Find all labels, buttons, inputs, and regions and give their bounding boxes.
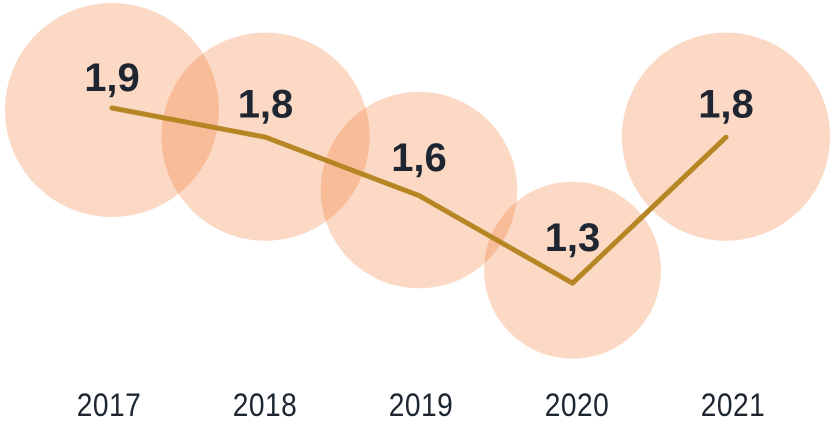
bubble-2020 — [484, 181, 661, 359]
year-label-2020: 2020 — [545, 388, 609, 423]
year-label-2021: 2021 — [701, 388, 765, 423]
year-label-2018: 2018 — [233, 388, 297, 423]
value-label-2018: 1,8 — [238, 83, 294, 127]
value-labels-group: 1,9 1,8 1,6 1,3 1,8 — [84, 56, 754, 260]
value-label-2017: 1,9 — [84, 56, 140, 100]
value-label-2020: 1,3 — [545, 216, 601, 260]
bubble-2019 — [320, 91, 518, 289]
bubbles-group — [5, 3, 831, 359]
value-label-2021: 1,8 — [698, 83, 754, 127]
year-axis-labels-group: 2017 2018 2019 2020 2021 — [77, 388, 765, 423]
trend-line — [109, 105, 729, 286]
year-label-2017: 2017 — [77, 388, 141, 423]
year-label-2019: 2019 — [389, 388, 453, 423]
value-label-2019: 1,6 — [391, 136, 447, 180]
